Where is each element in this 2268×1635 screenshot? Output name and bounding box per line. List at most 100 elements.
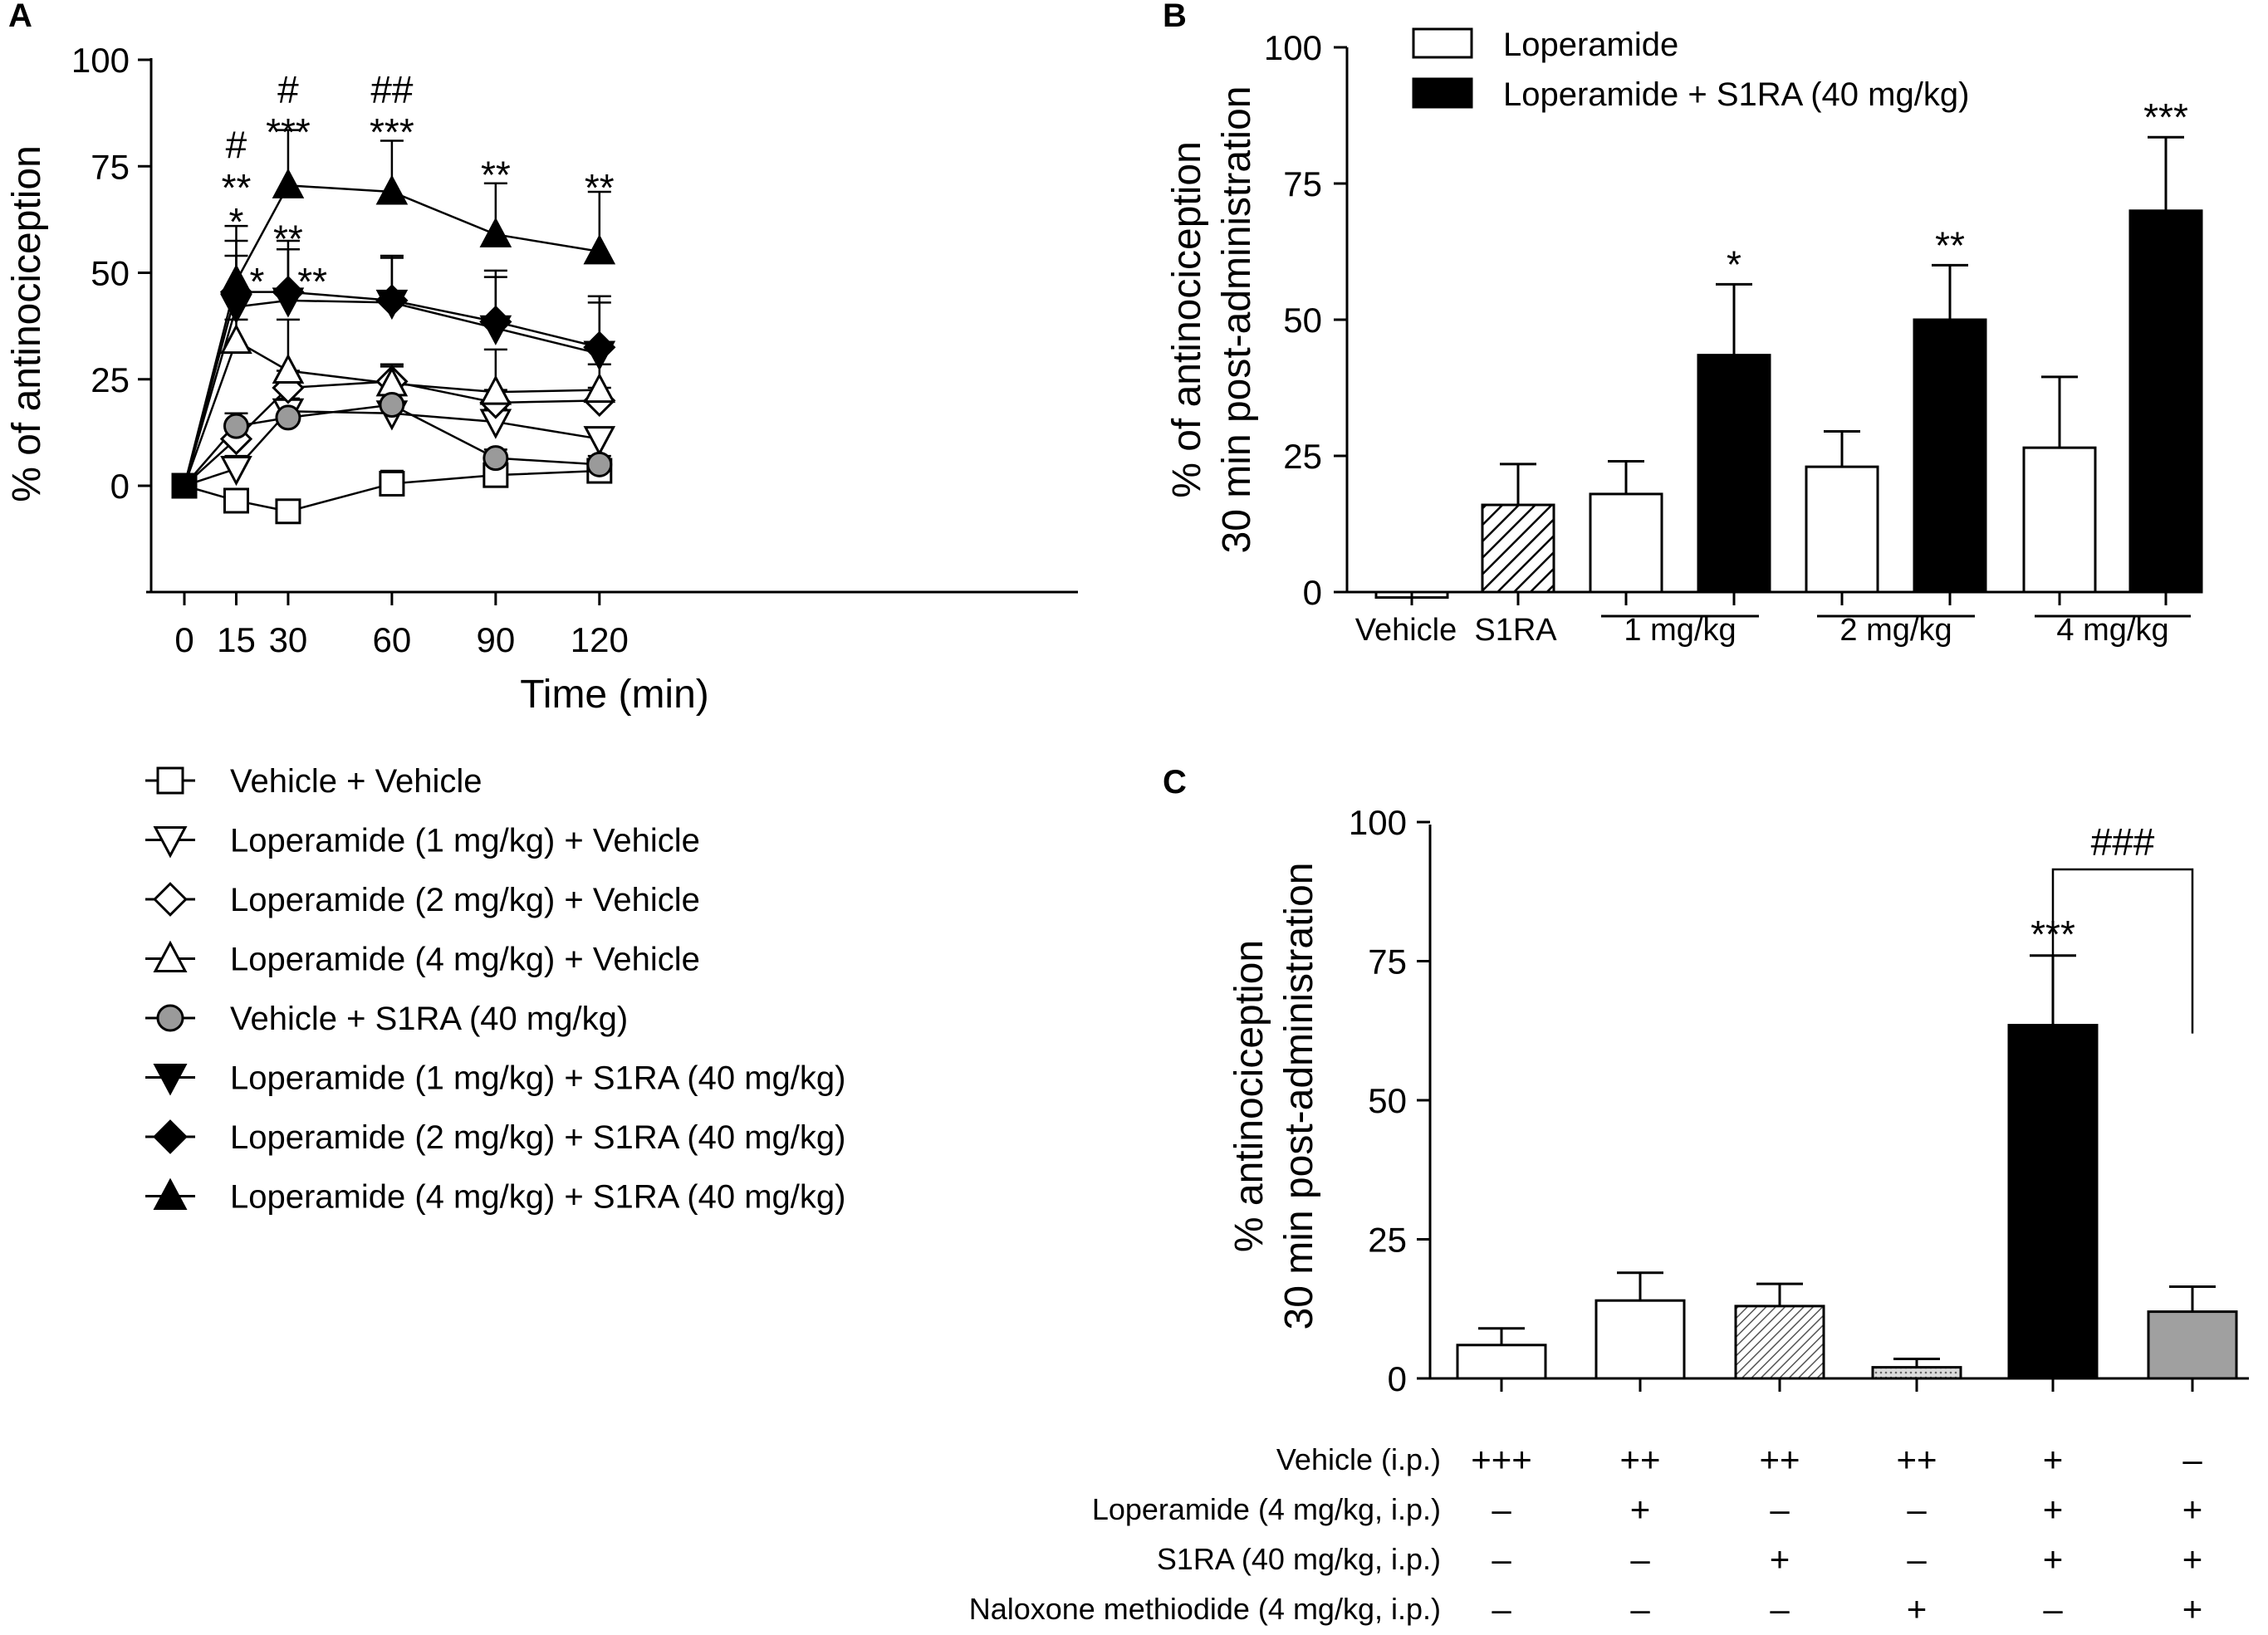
significance-label-a: # — [226, 124, 247, 167]
legend-label-b: Loperamide — [1503, 27, 1678, 63]
legend-swatch-b — [1412, 77, 1473, 109]
series-line-a — [183, 339, 600, 487]
treatment-sign-c: + — [2182, 1589, 2203, 1628]
panel-letter-c: C — [1163, 764, 1187, 800]
treatment-sign-c: ++ — [1759, 1440, 1800, 1479]
y-tick-label-a: 50 — [91, 254, 130, 293]
data-point-a — [272, 353, 305, 384]
bar-c — [1456, 1344, 1547, 1380]
legend-label-a: Loperamide (2 mg/kg) + Vehicle — [230, 882, 700, 918]
treatment-sign-c: + — [2043, 1440, 2064, 1479]
legend-label-a: Loperamide (4 mg/kg) + S1RA (40 mg/kg) — [230, 1179, 845, 1216]
bar-b — [2128, 209, 2203, 594]
data-point-a — [479, 217, 512, 247]
bar-b — [1805, 465, 1879, 594]
data-point-a — [375, 284, 409, 317]
data-point-a — [379, 392, 405, 419]
data-point-a — [220, 264, 252, 295]
data-point-a — [275, 404, 301, 431]
bar-b — [1913, 318, 1987, 594]
bar-b — [1589, 492, 1663, 594]
panel-a: A 0 25 50 75 100 0 15 30 60 90 120 Time (min) % of an… — [5, 0, 1078, 717]
y-tick-label-c: 50 — [1368, 1081, 1407, 1120]
panel-a-legend: Vehicle + Vehicle Loperamide (1 mg/kg) + … — [145, 763, 845, 1216]
data-point-a — [171, 472, 198, 499]
significance-label-a: # — [277, 68, 299, 111]
data-point-a — [375, 174, 409, 205]
panel-c: C 0 25 50 75 100 % antinociception 30 min post-… — [969, 764, 2249, 1628]
treatment-sign-c: – — [1907, 1540, 1927, 1579]
treatment-sign-c: – — [1770, 1589, 1790, 1628]
data-point-a — [275, 498, 301, 525]
x-tick-label-a: 30 — [269, 620, 308, 659]
comparison-bracket-c — [2051, 868, 2194, 1034]
panel-b: B 0 25 50 75 100 % of antinociception 30 min po… — [1163, 0, 2203, 648]
comparison-label-c: ### — [2091, 820, 2155, 864]
significance-label-a: * — [229, 200, 244, 243]
legend-label-a: Vehicle + Vehicle — [230, 763, 483, 800]
x-tick-label-a: 90 — [476, 620, 515, 659]
treatment-sign-c: +++ — [1471, 1440, 1532, 1479]
bar-c — [2007, 1024, 2099, 1380]
treatment-sign-c: – — [1492, 1589, 1511, 1628]
x-tick-label-a: 120 — [571, 620, 629, 659]
treatment-sign-c: + — [2043, 1540, 2064, 1579]
significance-label-a: ** — [273, 217, 303, 260]
y-tick-label-a: 75 — [91, 147, 130, 186]
bar-c — [1734, 1305, 1825, 1380]
data-point-a — [479, 374, 512, 405]
treatment-sign-c: – — [1492, 1540, 1511, 1579]
x-category-label-b: 4 mg/kg — [2056, 613, 2168, 648]
panel-letter-a: A — [8, 0, 32, 34]
legend-label-a: Loperamide (2 mg/kg) + S1RA (40 mg/kg) — [230, 1119, 845, 1156]
treatment-sign-c: – — [1770, 1490, 1790, 1529]
treatment-sign-c: – — [1492, 1490, 1511, 1529]
significance-label-a: ** — [297, 260, 327, 303]
legend-marker-a — [156, 1004, 184, 1032]
significance-label-b: ** — [1935, 223, 1965, 267]
legend-label-a: Vehicle + S1RA (40 mg/kg) — [230, 1001, 628, 1037]
treatment-sign-c: – — [2182, 1440, 2202, 1479]
y-tick-label-b: 100 — [1264, 28, 1322, 67]
series-line-a — [183, 184, 600, 487]
series-a — [183, 239, 611, 487]
treatment-sign-c: – — [2043, 1589, 2063, 1628]
treatment-sign-c: – — [1630, 1540, 1650, 1579]
x-tick-label-a: 60 — [373, 620, 412, 659]
y-tick-label-a: 25 — [91, 360, 130, 399]
legend-marker-a — [153, 1064, 188, 1096]
significance-label-a: ** — [481, 154, 511, 197]
treatment-row-label-c: Loperamide (4 mg/kg, i.p.) — [1092, 1492, 1441, 1526]
legend-marker-a — [153, 1177, 188, 1210]
data-point-a — [223, 487, 249, 514]
significance-label-b: * — [1727, 242, 1741, 286]
series-line-a — [183, 291, 600, 487]
bar-c — [2147, 1310, 2238, 1380]
treatment-row-label-c: Naloxone methiodide (4 mg/kg, i.p.) — [969, 1592, 1441, 1626]
data-point-a — [586, 451, 613, 477]
bar-b — [2022, 446, 2097, 594]
y-tick-label-c: 75 — [1368, 942, 1407, 981]
x-category-label-b: 1 mg/kg — [1624, 613, 1736, 648]
series-a — [183, 129, 611, 487]
bar-c — [1594, 1299, 1686, 1380]
significance-label-a: * — [250, 260, 265, 303]
y-tick-label-b: 0 — [1303, 573, 1322, 612]
treatment-sign-c: – — [1907, 1490, 1927, 1529]
data-point-a — [483, 445, 509, 472]
bar-b — [1697, 354, 1771, 594]
bar-b — [1481, 503, 1555, 594]
data-point-a — [220, 323, 252, 355]
data-point-a — [583, 330, 616, 364]
y-axis-title-b-line1: % of antinociception — [1165, 141, 1209, 498]
y-axis-title-c-line2: 30 min post-administration — [1277, 863, 1321, 1330]
y-tick-label-a: 0 — [110, 467, 130, 506]
x-category-label-b: S1RA — [1474, 613, 1557, 648]
panel-letter-b: B — [1163, 0, 1187, 34]
data-point-a — [479, 305, 512, 339]
series-line-a — [184, 409, 600, 487]
y-tick-label-c: 0 — [1388, 1359, 1407, 1398]
y-axis-title-a: % of antinociception — [5, 145, 49, 502]
data-point-a — [223, 413, 249, 439]
